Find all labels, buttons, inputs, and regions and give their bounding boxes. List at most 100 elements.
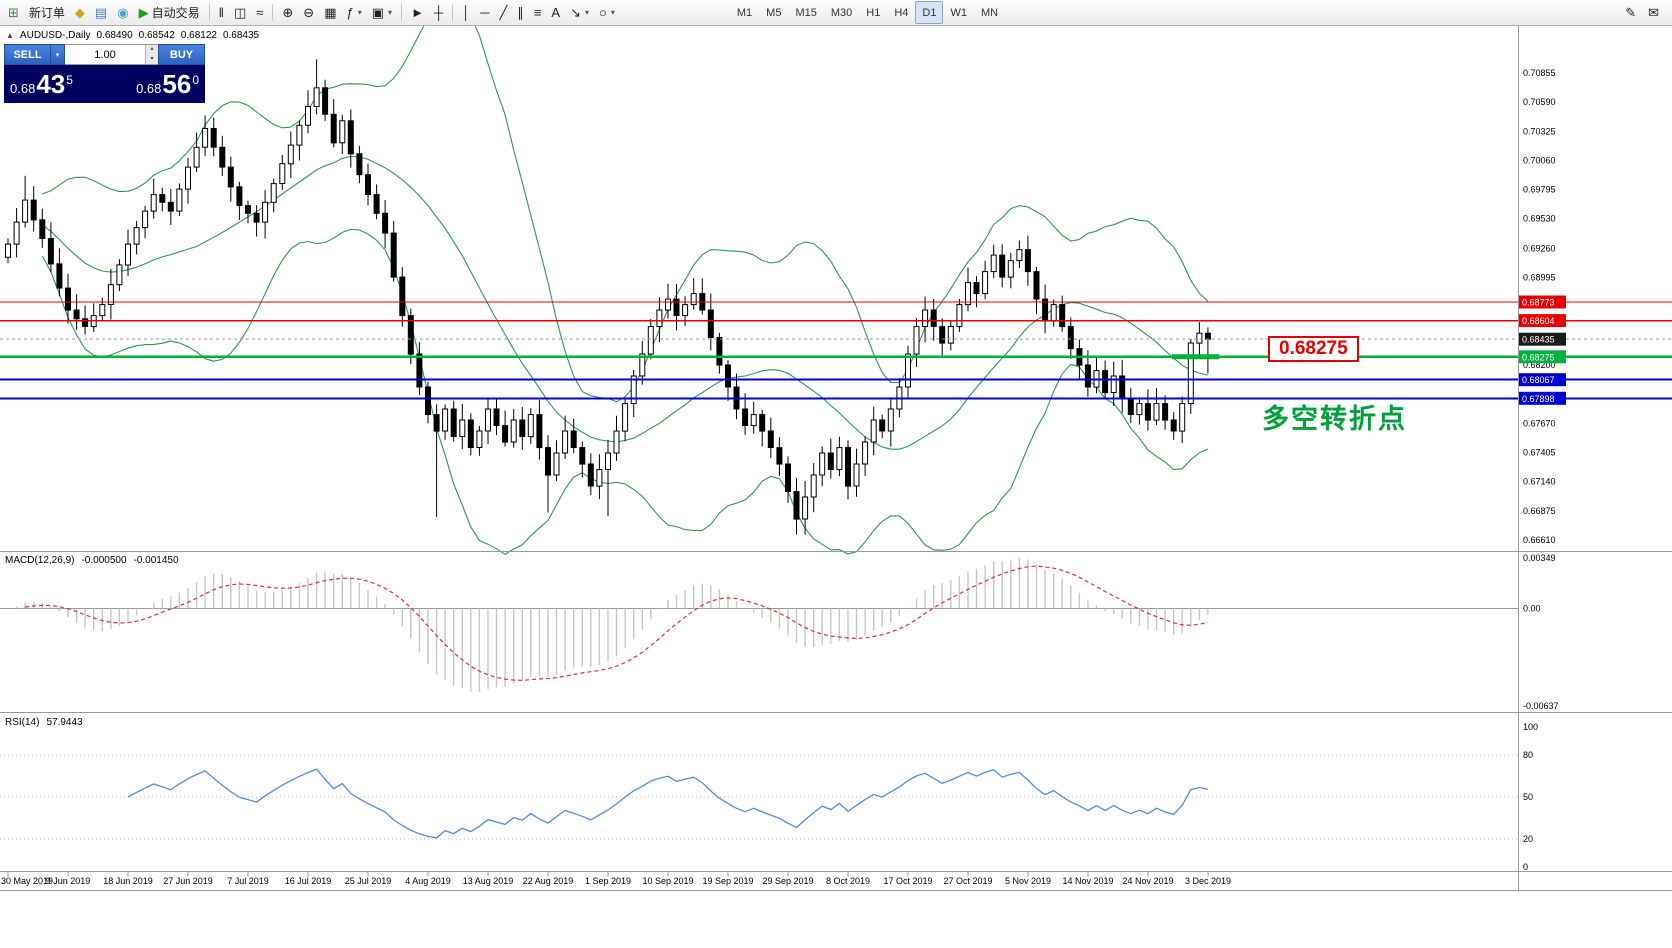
- candle: [185, 157, 191, 204]
- time-axis-label[interactable]: 8 Oct 2019: [826, 876, 870, 886]
- autotrading-button[interactable]: ▶ 自动交易: [134, 1, 205, 24]
- candle: [65, 273, 71, 324]
- time-axis-label[interactable]: 18 Jun 2019: [103, 876, 153, 886]
- time-axis-label[interactable]: 27 Jun 2019: [163, 876, 213, 886]
- timeframe-button-mn[interactable]: MN: [980, 6, 999, 19]
- timeframe-button-h4[interactable]: H4: [894, 6, 909, 19]
- timeframe-button-m15[interactable]: M15: [795, 6, 817, 19]
- time-axis-label[interactable]: 9 Jun 2019: [46, 876, 91, 886]
- sell-button[interactable]: SELL: [4, 44, 51, 65]
- indicators-button[interactable]: ƒ ▾: [342, 1, 367, 24]
- message-button[interactable]: ✉: [1643, 1, 1664, 24]
- candle: [56, 248, 63, 297]
- one-click-collapse-button[interactable]: ▲: [6, 31, 14, 40]
- timeframe-button-w1[interactable]: W1: [950, 6, 967, 19]
- zoom-out-button[interactable]: ⊖: [298, 1, 319, 24]
- candle: [150, 178, 157, 219]
- buy-button[interactable]: BUY: [158, 44, 205, 65]
- timeframe-button-m5[interactable]: M5: [766, 6, 782, 19]
- fibonacci-button[interactable]: ≡: [529, 1, 547, 24]
- arrows-button[interactable]: ↘ ▾: [565, 1, 594, 24]
- candle: [1042, 284, 1049, 334]
- candle: [776, 437, 783, 476]
- time-axis-label[interactable]: 29 Sep 2019: [762, 876, 813, 886]
- volume-increase-button[interactable]: ▴: [146, 45, 158, 55]
- text-button[interactable]: A: [546, 1, 565, 24]
- buy-price[interactable]: 0.68 56 0: [136, 71, 199, 97]
- shapes-icon: ○: [599, 5, 607, 20]
- edit-icon: ✎: [1625, 5, 1637, 20]
- time-axis-label[interactable]: 16 Jul 2019: [285, 876, 332, 886]
- line-chart-button[interactable]: ≈: [251, 1, 268, 24]
- time-axis-label[interactable]: 30 May 2019: [1, 876, 53, 886]
- candle: [416, 342, 423, 396]
- candle: [990, 244, 997, 279]
- vertical-line-button[interactable]: │: [457, 1, 475, 24]
- candle: [673, 284, 680, 331]
- shapes-button[interactable]: ○ ▾: [594, 1, 620, 24]
- candle: [5, 238, 11, 264]
- time-axis-label[interactable]: 7 Jul 2019: [227, 876, 269, 886]
- new-order-button[interactable]: 新订单: [24, 1, 70, 24]
- time-axis-label[interactable]: 24 Nov 2019: [1122, 876, 1173, 886]
- navigator-button[interactable]: ◉: [112, 1, 133, 24]
- candle: [887, 397, 894, 447]
- data-window-button[interactable]: ▤: [90, 1, 112, 24]
- order-type-dropdown-button[interactable]: ▾: [51, 44, 65, 65]
- timeframe-button-d1[interactable]: D1: [915, 1, 944, 24]
- cursor-button[interactable]: ►: [406, 1, 429, 24]
- time-axis-label[interactable]: 5 Nov 2019: [1005, 876, 1051, 886]
- time-axis-label[interactable]: 17 Oct 2019: [883, 876, 932, 886]
- time-axis-label[interactable]: 27 Oct 2019: [943, 876, 992, 886]
- cursor-icon: ►: [411, 5, 424, 20]
- time-axis-label[interactable]: 14 Nov 2019: [1062, 876, 1113, 886]
- time-axis-label[interactable]: 13 Aug 2019: [463, 876, 514, 886]
- price-callout-label[interactable]: 0.68275: [1268, 336, 1359, 362]
- timeframe-button-m30[interactable]: M30: [830, 6, 853, 19]
- trendline-button[interactable]: ╱: [495, 1, 513, 24]
- candle: [1204, 327, 1211, 374]
- metaeditor-button[interactable]: ◆: [70, 1, 90, 24]
- time-axis-label[interactable]: 10 Sep 2019: [642, 876, 693, 886]
- candlestick-button[interactable]: ◫: [229, 1, 251, 24]
- bar-chart-button[interactable]: ‖: [214, 1, 229, 24]
- candle: [1093, 356, 1100, 394]
- candle: [399, 267, 406, 327]
- channel-button[interactable]: ∥: [512, 1, 529, 24]
- price-chart-svg: 0.70855 0.70590 0.70325 0.70060 0.69795 0.695…: [0, 0, 1672, 891]
- tile-windows-button[interactable]: ▦: [319, 1, 341, 24]
- navigator-icon: ◉: [117, 5, 129, 20]
- time-axis-label[interactable]: 4 Aug 2019: [405, 876, 451, 886]
- candle: [159, 187, 166, 212]
- volume-decrease-button[interactable]: ▾: [146, 54, 158, 64]
- crosshair-button[interactable]: ┼: [429, 1, 448, 24]
- edit-button[interactable]: ✎: [1620, 1, 1641, 24]
- new-chart-button[interactable]: ⊞: [3, 1, 24, 24]
- candle: [1016, 240, 1023, 269]
- candle: [622, 399, 629, 442]
- horizontal-line-button[interactable]: ─: [475, 1, 494, 24]
- candle: [965, 267, 971, 312]
- time-axis-label[interactable]: 3 Dec 2019: [1185, 876, 1231, 886]
- candle: [836, 436, 843, 477]
- candle: [287, 131, 294, 178]
- price-badge: [1519, 295, 1566, 309]
- timeframe-button-h1[interactable]: H1: [866, 6, 881, 19]
- sell-price[interactable]: 0.68 43 5: [10, 71, 73, 97]
- macd-signal-line: [25, 565, 1209, 681]
- candle: [133, 221, 140, 255]
- annotation-text[interactable]: 多空转折点: [1262, 404, 1407, 434]
- time-axis-label[interactable]: 22 Aug 2019: [523, 876, 574, 886]
- candle: [802, 481, 809, 535]
- candle: [1170, 412, 1177, 440]
- timeframe-button-m1[interactable]: M1: [736, 6, 753, 19]
- zoom-in-button[interactable]: ⊕: [277, 1, 298, 24]
- candle: [853, 448, 860, 497]
- time-axis-label[interactable]: 25 Jul 2019: [345, 876, 392, 886]
- time-axis-label[interactable]: 1 Sep 2019: [585, 876, 631, 886]
- volume-input[interactable]: [65, 45, 145, 64]
- time-axis-label[interactable]: 19 Sep 2019: [702, 876, 753, 886]
- templates-button[interactable]: ▣ ▾: [367, 1, 397, 24]
- candle: [99, 297, 106, 322]
